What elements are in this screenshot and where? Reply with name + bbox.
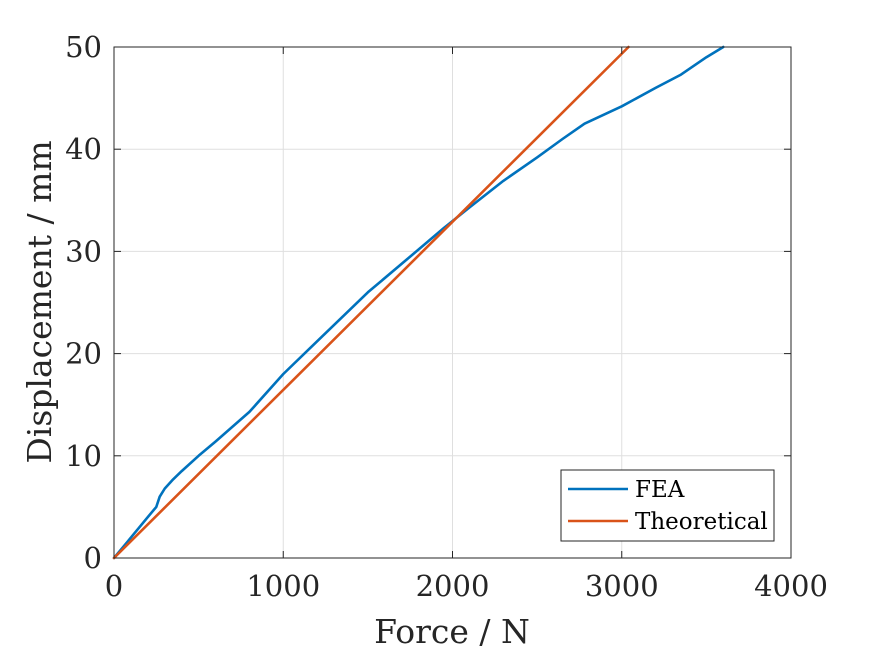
legend-label-theoretical: Theoretical [635, 509, 768, 535]
y-tick-label: 10 [65, 439, 102, 473]
series-line-fea [112, 45, 725, 560]
y-tick-label: 20 [65, 337, 102, 371]
y-tick-label: 40 [65, 132, 102, 166]
x-tick-labels: 0 1000 2000 3000 4000 [105, 569, 828, 603]
legend-box [560, 469, 775, 542]
legend-label-fea: FEA [635, 477, 685, 503]
y-tick-label: 0 [84, 541, 102, 575]
x-tick-label: 0 [105, 569, 123, 603]
axis-ticks [113, 46, 792, 559]
y-tick-label: 50 [65, 30, 102, 64]
y-tick-label: 30 [65, 234, 102, 268]
x-tick-label: 2000 [416, 569, 490, 603]
x-tick-label: 4000 [754, 569, 828, 603]
y-axis-label: Displacement / mm [20, 140, 59, 463]
x-axis-label: Force / N [374, 612, 530, 651]
series-lines [112, 45, 725, 560]
x-tick-label: 3000 [585, 569, 659, 603]
x-tick-label: 1000 [246, 569, 320, 603]
series-line-theoretical [112, 45, 630, 560]
y-tick-labels: 0 10 20 30 40 50 [65, 30, 102, 575]
legend: FEA Theoretical [560, 469, 775, 542]
